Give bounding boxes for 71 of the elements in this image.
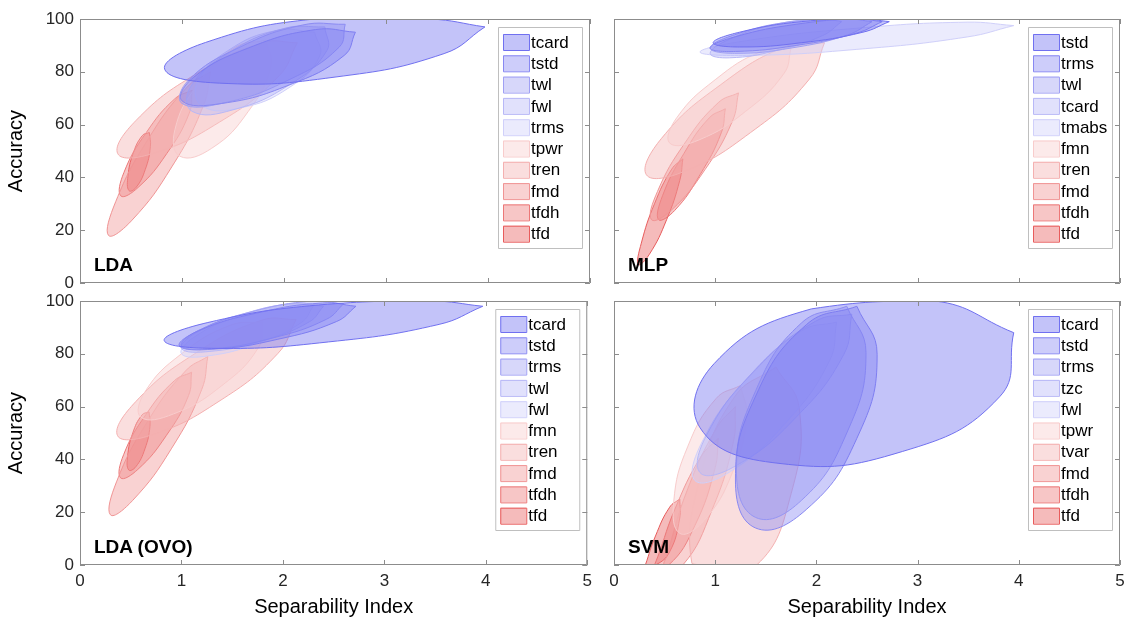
y-tick-label: 60 <box>55 396 74 416</box>
x-tick-label: 4 <box>1014 570 1024 590</box>
legend-label: tstd <box>531 53 559 73</box>
legend-label: tren <box>531 160 561 180</box>
legend-label: twl <box>531 75 552 95</box>
x-tick-label: 0 <box>609 570 619 590</box>
legend-label: fwl <box>528 399 550 419</box>
y-axis-title: Accuracy <box>3 109 26 193</box>
y-tick-label: 0 <box>64 272 74 292</box>
y-tick-label: 0 <box>64 554 74 574</box>
legend-label: tstd <box>1061 335 1089 355</box>
y-tick-label: 20 <box>55 219 74 239</box>
legend-label: fwl <box>1061 399 1082 419</box>
legend-label: tfdh <box>1061 203 1090 223</box>
x-tick-label: 1 <box>710 570 720 590</box>
x-tick-label: 2 <box>811 570 822 590</box>
legend-label: tcard <box>531 32 569 52</box>
x-tick-label: 3 <box>379 570 390 590</box>
x-tick-label: 3 <box>912 570 923 590</box>
legend-label: tfd <box>1061 506 1080 526</box>
legend-label: trms <box>1061 53 1095 73</box>
y-axis-title: Accuracy <box>3 391 26 475</box>
legend-label: fmn <box>528 421 557 441</box>
legend-label: tfd <box>528 506 548 526</box>
legend-label: tpwr <box>1061 421 1094 441</box>
y-tick-label: 100 <box>45 8 74 28</box>
legend-label: fmd <box>1061 463 1090 483</box>
text: LDA (OVO) <box>94 536 193 557</box>
legend-label: tfdh <box>531 203 560 223</box>
legend-label: tcard <box>528 314 567 334</box>
x-tick-label: 5 <box>1115 570 1125 590</box>
legend-label: fwl <box>531 96 552 116</box>
x-axis-title: Separability Index <box>787 594 947 617</box>
x-tick-label: 5 <box>582 570 593 590</box>
y-tick-label: 80 <box>55 343 74 363</box>
y-tick-label: 80 <box>55 61 74 81</box>
legend-label: tmabs <box>1061 117 1108 137</box>
legend-label: trms <box>531 117 565 137</box>
legend-label: twl <box>1061 75 1082 95</box>
legend-label: fmd <box>531 181 560 201</box>
legend-label: tfd <box>531 224 550 244</box>
text: MLP <box>628 254 669 275</box>
y-tick-label: 100 <box>45 290 74 310</box>
legend-label: twl <box>528 378 550 398</box>
legend-label: tren <box>528 442 558 462</box>
legend-label: tren <box>1061 160 1091 180</box>
legend-label: tvar <box>1061 442 1090 462</box>
legend-label: tstd <box>1061 32 1089 52</box>
legend-label: tcard <box>1061 314 1099 334</box>
legend-label: tfd <box>1061 224 1080 244</box>
legend-label: tstd <box>528 335 556 355</box>
legend-label: trms <box>1061 357 1095 377</box>
y-tick-label: 60 <box>55 114 74 134</box>
legend-label: tpwr <box>531 139 564 159</box>
x-tick-label: 1 <box>176 570 187 590</box>
legend-label: tcard <box>1061 96 1099 116</box>
x-tick-label: 2 <box>278 570 288 590</box>
legend-label: fmn <box>1061 139 1090 159</box>
y-tick-label: 20 <box>55 501 74 521</box>
y-tick-label: 40 <box>55 167 74 187</box>
x-axis-title: Separability Index <box>254 594 414 617</box>
legend-label: tfdh <box>1061 485 1090 505</box>
x-tick-label: 4 <box>481 570 491 590</box>
legend-label: trms <box>528 357 562 377</box>
legend-label: tzc <box>1061 378 1084 398</box>
legend-label: tfdh <box>528 485 557 505</box>
y-tick-label: 40 <box>55 449 74 469</box>
text: LDA <box>94 254 134 275</box>
legend-label: fmd <box>528 463 557 483</box>
legend-label: fmd <box>1061 181 1090 201</box>
text: SVM <box>628 536 670 557</box>
